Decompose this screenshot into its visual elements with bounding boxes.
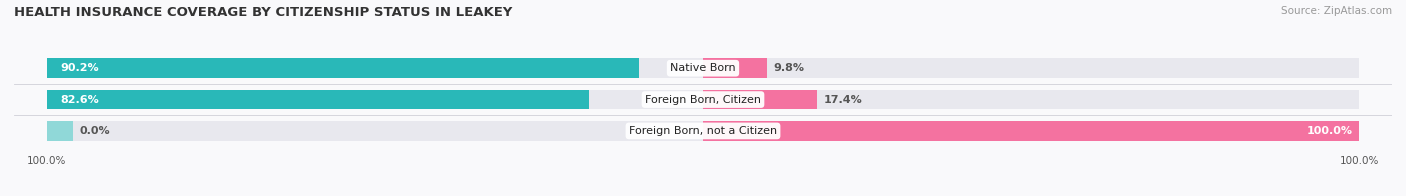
Bar [46,90,589,109]
Text: 100.0%: 100.0% [1306,126,1353,136]
Bar [703,121,1360,141]
Bar [46,58,1360,78]
Text: Source: ZipAtlas.com: Source: ZipAtlas.com [1281,6,1392,16]
Bar [703,90,817,109]
Text: 17.4%: 17.4% [824,94,862,105]
Bar [46,58,638,78]
Text: 82.6%: 82.6% [60,94,98,105]
Text: 0.0%: 0.0% [80,126,110,136]
Bar [46,121,1360,141]
Bar [703,58,768,78]
Text: 9.8%: 9.8% [773,63,804,73]
Text: Foreign Born, Citizen: Foreign Born, Citizen [645,94,761,105]
Text: Foreign Born, not a Citizen: Foreign Born, not a Citizen [628,126,778,136]
Bar [46,90,1360,109]
Text: 90.2%: 90.2% [60,63,98,73]
Bar [46,121,73,141]
Text: Native Born: Native Born [671,63,735,73]
Text: HEALTH INSURANCE COVERAGE BY CITIZENSHIP STATUS IN LEAKEY: HEALTH INSURANCE COVERAGE BY CITIZENSHIP… [14,6,512,19]
